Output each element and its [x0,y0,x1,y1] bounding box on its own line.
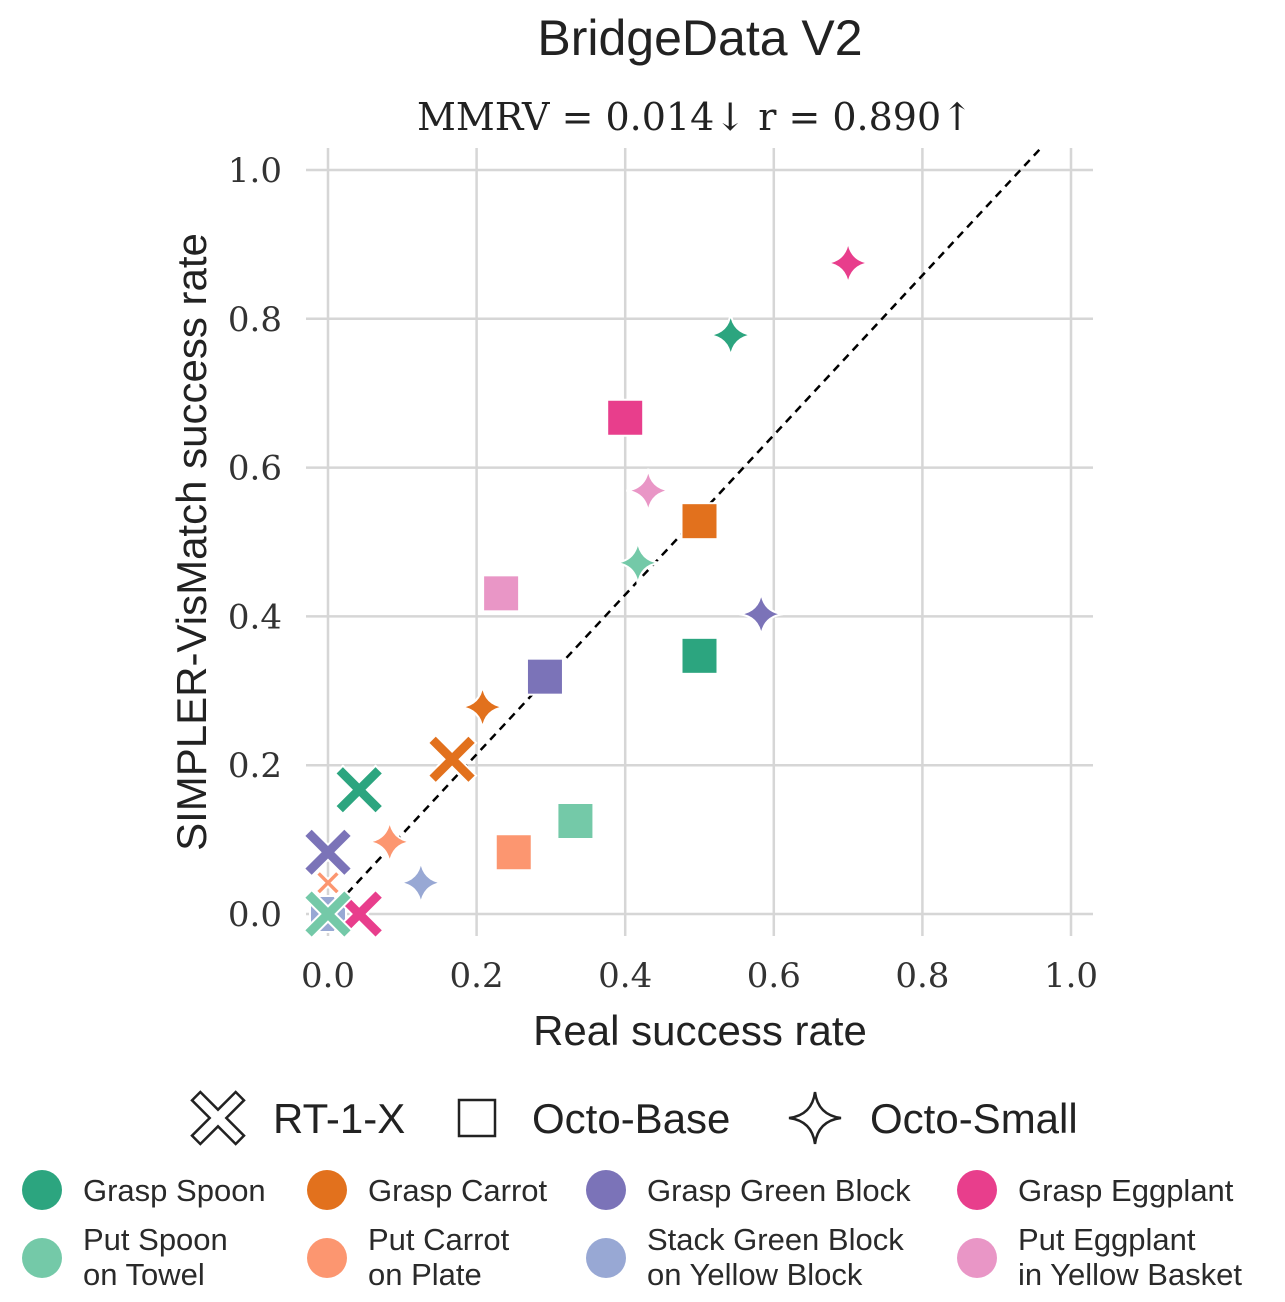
legend-label: Grasp Spoon [83,1173,266,1208]
legend-label: Put Spoon [83,1222,228,1257]
point-octo-base-put-eggplant-in-yellow-basket [482,574,521,613]
x-tick-label: 0.2 [450,956,504,996]
legend-label: on Yellow Block [647,1257,863,1292]
legend-label: Grasp Green Block [647,1173,911,1208]
legend-item-task: Grasp Eggplant [957,1170,1234,1210]
legend-label: on Towel [83,1257,205,1292]
legend-label: Stack Green Block [647,1222,904,1257]
point-octo-small-grasp-eggplant [825,240,871,286]
legend-label: Octo-Base [532,1095,730,1142]
point-rt-1-x-grasp-green-block [302,826,354,878]
color-swatch-icon [586,1170,626,1210]
legend-label: Grasp Carrot [368,1173,548,1208]
point-rt-1-x-put-spoon-on-towel [302,888,354,940]
legend-item-octo-small: Octo-Small [788,1091,1078,1145]
model-legend: RT-1-X Octo-Base Octo-Small [190,1090,1078,1146]
data-points [302,240,871,940]
color-swatch-icon [22,1170,62,1210]
chart-subtitle: MMRV = 0.014↓ r = 0.890↑ [417,95,973,139]
chart-title: BridgeData V2 [537,10,862,66]
y-tick-label: 0.6 [228,449,282,489]
point-rt-1-x-grasp-carrot [426,733,478,785]
x-tick-label: 1.0 [1044,956,1098,996]
y-tick-label: 0.2 [228,746,282,786]
legend-label: in Yellow Basket [1018,1257,1242,1292]
color-swatch-icon [307,1238,347,1278]
legend-label: Grasp Eggplant [1018,1173,1234,1208]
point-octo-base-put-spoon-on-towel [556,802,595,840]
point-octo-small-put-carrot-on-plate [367,819,412,864]
star4-marker-icon [788,1091,842,1145]
point-octo-base-grasp-eggplant [606,398,645,437]
point-rt-1-x-grasp-spoon [333,764,385,816]
legend-label: Octo-Small [870,1095,1078,1142]
point-octo-small-grasp-spoon [708,313,753,358]
point-octo-small-stack-green-block-on-yellow-block [398,860,444,905]
y-tick-label: 0.4 [228,597,282,637]
x-axis-label: Real success rate [533,1007,867,1054]
x-tick-label: 0.4 [598,956,652,996]
color-swatch-icon [22,1238,62,1278]
grid [306,148,1093,936]
tick-labels: 0.0 0.2 0.4 0.6 0.8 1.0 0.0 0.2 0.4 0.6 0.8 1.0 [228,151,1098,996]
legend-item-rt-1-x: RT-1-X [190,1090,405,1146]
x-tick-label: 0.0 [301,956,355,996]
point-octo-base-grasp-spoon [680,636,719,675]
x-tick-label: 0.6 [747,956,801,996]
legend-label: on Plate [368,1257,482,1292]
color-swatch-icon [586,1238,626,1278]
legend-item-task: Grasp Spoon [22,1170,266,1210]
legend-item-task: Grasp Green Block [586,1170,911,1210]
x-marker-icon [190,1090,246,1146]
color-swatch-icon [307,1170,347,1210]
point-rt-1-x-put-carrot-on-plate [314,869,342,897]
point-octo-base-put-carrot-on-plate [494,833,533,872]
legend-label: RT-1-X [273,1095,405,1142]
point-octo-small-put-spoon-on-towel [615,540,660,585]
legend-item-task: Grasp Carrot [307,1170,548,1210]
point-octo-base-grasp-carrot [680,502,719,541]
legend-label: Put Eggplant [1018,1222,1196,1257]
y-tick-label: 1.0 [228,151,282,191]
y-tick-label: 0.0 [228,895,282,935]
point-octo-small-put-eggplant-in-yellow-basket [626,468,671,513]
point-octo-small-grasp-carrot [460,685,505,730]
square-marker-icon [457,1098,497,1138]
color-swatch-icon [957,1238,997,1278]
point-octo-small-grasp-green-block [739,592,784,637]
x-tick-label: 0.8 [895,956,949,996]
legend-item-octo-base: Octo-Base [457,1095,730,1142]
y-tick-label: 0.8 [228,300,282,340]
y-axis-label: SIMPLER-VisMatch success rate [168,233,215,851]
color-swatch-icon [957,1170,997,1210]
point-octo-base-grasp-green-block [525,657,564,696]
legend-label: Put Carrot [368,1222,510,1257]
